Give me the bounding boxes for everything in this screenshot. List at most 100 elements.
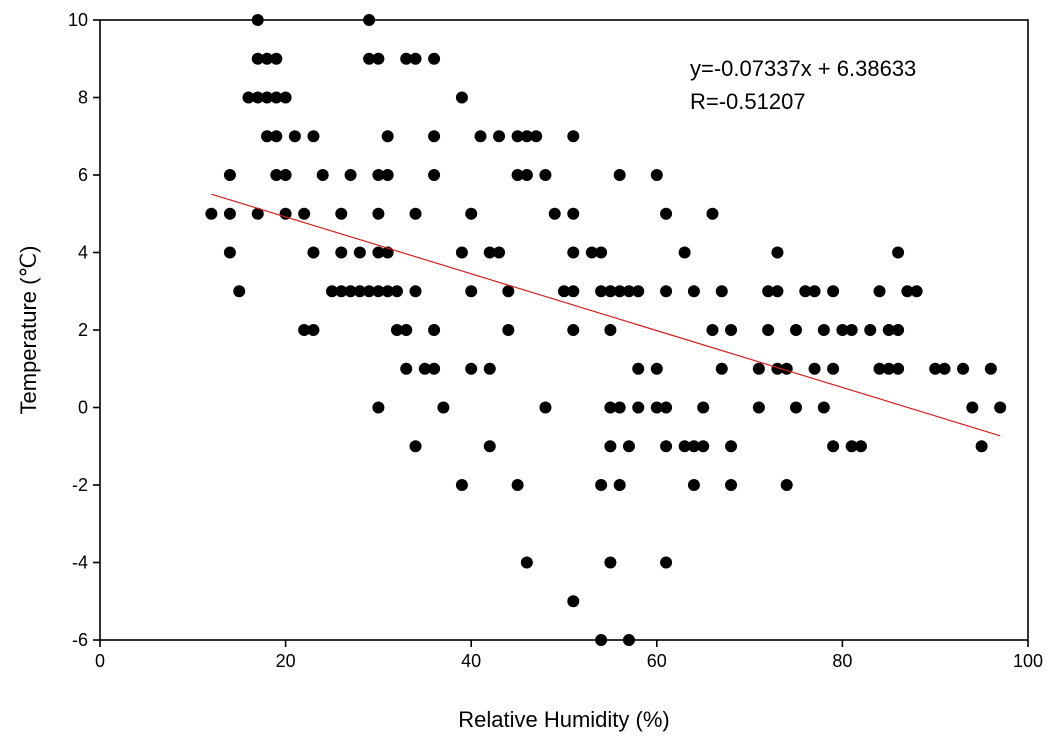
- data-point: [335, 246, 348, 259]
- data-point: [595, 634, 608, 646]
- data-point: [372, 285, 385, 298]
- data-point: [279, 91, 292, 104]
- data-point: [975, 440, 988, 453]
- data-point: [483, 362, 496, 375]
- data-point: [409, 440, 422, 453]
- data-point: [474, 130, 487, 143]
- data-point: [752, 362, 765, 375]
- data-point: [687, 285, 700, 298]
- x-tick-label: 60: [647, 651, 667, 671]
- data-point: [298, 324, 311, 336]
- data-point: [511, 130, 524, 143]
- data-point: [660, 556, 673, 569]
- y-tick-label: -6: [72, 630, 88, 650]
- data-point: [372, 169, 385, 181]
- data-point: [697, 401, 710, 414]
- data-point: [762, 324, 775, 336]
- data-point: [316, 169, 329, 181]
- data-point: [595, 246, 608, 259]
- data-point: [938, 362, 951, 375]
- data-point: [706, 207, 719, 220]
- data-point: [465, 207, 478, 220]
- data-point: [270, 130, 283, 143]
- data-point: [595, 479, 608, 491]
- data-point: [752, 401, 765, 414]
- data-point: [595, 285, 608, 298]
- data-point: [650, 362, 663, 375]
- data-point: [706, 324, 719, 336]
- x-tick-label: 80: [832, 651, 852, 671]
- y-tick-label: -4: [72, 553, 88, 573]
- data-point: [808, 285, 821, 298]
- data-point: [251, 91, 264, 104]
- data-point: [307, 246, 320, 259]
- x-tick-label: 20: [276, 651, 296, 671]
- data-point: [400, 52, 413, 65]
- data-point: [483, 440, 496, 453]
- data-point: [344, 285, 357, 298]
- data-point: [493, 130, 506, 143]
- data-point: [455, 91, 468, 104]
- data-point: [455, 246, 468, 259]
- data-point: [353, 285, 366, 298]
- y-tick-label: 10: [68, 10, 88, 30]
- data-point: [910, 285, 923, 298]
- data-point: [363, 285, 376, 298]
- data-point: [660, 285, 673, 298]
- data-point: [771, 285, 784, 298]
- x-tick-label: 0: [95, 651, 105, 671]
- data-point: [418, 362, 431, 375]
- data-point: [344, 169, 357, 181]
- data-point: [780, 479, 793, 491]
- data-point: [409, 52, 422, 65]
- data-point: [567, 130, 580, 143]
- y-tick-label: 0: [78, 398, 88, 418]
- data-point: [632, 401, 645, 414]
- data-point: [622, 634, 635, 646]
- data-point: [836, 324, 849, 336]
- data-point: [428, 52, 441, 65]
- data-point: [251, 52, 264, 65]
- data-point: [270, 91, 283, 104]
- data-point: [901, 285, 914, 298]
- data-point: [892, 246, 905, 259]
- data-point: [353, 246, 366, 259]
- data-point: [957, 362, 970, 375]
- data-point: [678, 440, 691, 453]
- y-tick-label: 6: [78, 165, 88, 185]
- data-point: [687, 440, 700, 453]
- data-point: [251, 14, 264, 26]
- data-point: [799, 285, 812, 298]
- data-point: [864, 324, 877, 336]
- data-point: [715, 285, 728, 298]
- data-point: [613, 479, 626, 491]
- data-point: [428, 362, 441, 375]
- regression-equation: y=-0.07337x + 6.38633: [690, 56, 916, 81]
- data-point: [548, 207, 561, 220]
- data-point: [567, 324, 580, 336]
- data-point: [604, 556, 617, 569]
- data-point: [251, 207, 264, 220]
- data-point: [622, 440, 635, 453]
- data-point: [270, 52, 283, 65]
- data-point: [771, 362, 784, 375]
- data-point: [650, 169, 663, 181]
- data-point: [632, 285, 645, 298]
- data-point: [613, 285, 626, 298]
- data-point: [409, 285, 422, 298]
- data-point: [567, 207, 580, 220]
- data-point: [984, 362, 997, 375]
- data-point: [762, 285, 775, 298]
- y-tick-label: 2: [78, 320, 88, 340]
- data-point: [372, 52, 385, 65]
- data-point: [363, 14, 376, 26]
- data-point: [279, 169, 292, 181]
- data-point: [827, 362, 840, 375]
- data-point: [511, 169, 524, 181]
- data-point: [307, 324, 320, 336]
- data-point: [465, 362, 478, 375]
- data-point: [966, 401, 979, 414]
- data-point: [892, 324, 905, 336]
- data-point: [567, 285, 580, 298]
- data-point: [381, 285, 394, 298]
